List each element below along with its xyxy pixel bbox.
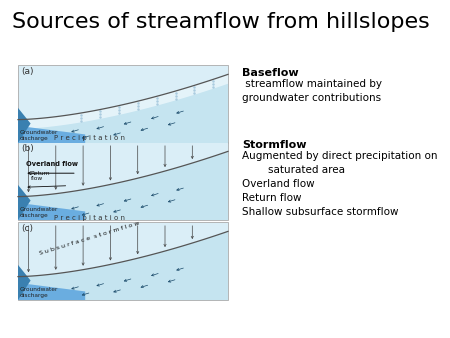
Text: P r e c i p i t a t i o n: P r e c i p i t a t i o n (54, 215, 125, 221)
Text: Stormflow: Stormflow (242, 140, 306, 150)
Text: Baseflow: Baseflow (242, 68, 299, 78)
Polygon shape (18, 74, 228, 129)
Text: (b): (b) (21, 144, 34, 153)
Polygon shape (18, 231, 228, 300)
Bar (18, 65, 228, 143)
Text: Groundwater
discharge: Groundwater discharge (20, 130, 58, 141)
Polygon shape (18, 265, 31, 300)
Text: (c): (c) (21, 224, 33, 233)
Text: Return
flow: Return flow (31, 171, 50, 181)
Text: Sources of streamflow from hillslopes: Sources of streamflow from hillslopes (12, 12, 430, 32)
Polygon shape (18, 126, 85, 143)
Text: S u b s u r f a c e  s t o r m f l o w: S u b s u r f a c e s t o r m f l o w (39, 221, 140, 256)
Text: Overland flow: Overland flow (27, 161, 78, 167)
Polygon shape (18, 74, 228, 143)
Bar (18, 222, 228, 300)
Text: Augmented by direct precipitation on
        saturated area
Overland flow
Return: Augmented by direct precipitation on sat… (242, 151, 437, 217)
Polygon shape (18, 108, 31, 143)
Bar (18, 142, 228, 220)
Polygon shape (18, 185, 31, 220)
Polygon shape (18, 203, 85, 220)
Text: Groundwater
discharge: Groundwater discharge (20, 287, 58, 298)
Text: Groundwater
discharge: Groundwater discharge (20, 207, 58, 218)
Text: streamflow maintained by
groundwater contributions: streamflow maintained by groundwater con… (242, 79, 382, 103)
Polygon shape (18, 283, 85, 300)
Text: P r e c i p i t a t i o n: P r e c i p i t a t i o n (54, 135, 125, 141)
Text: (a): (a) (21, 67, 33, 76)
Polygon shape (18, 151, 228, 220)
